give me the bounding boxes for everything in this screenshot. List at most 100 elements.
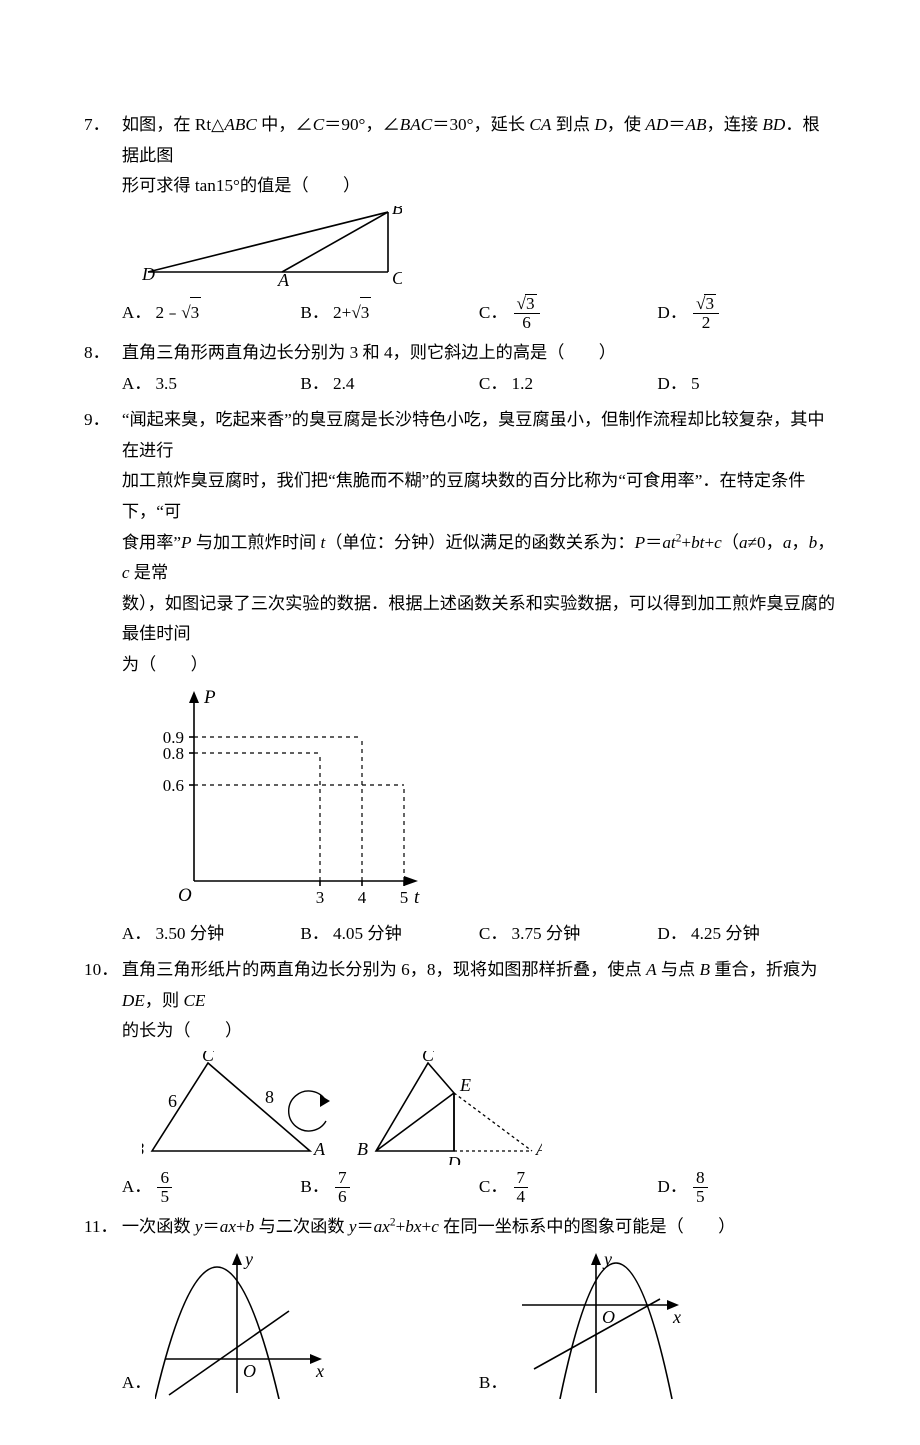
q11-a2: a (374, 1217, 383, 1236)
q11-eq1: ＝ (203, 1217, 220, 1236)
q9-P: P (181, 533, 192, 552)
svg-text:D: D (142, 264, 155, 284)
svg-text:0.9: 0.9 (163, 728, 184, 747)
q7-b-label: B． (300, 298, 329, 329)
q7-c: C (313, 115, 324, 134)
q11-x2: x (382, 1217, 390, 1236)
q11-bl: B． (479, 1368, 508, 1399)
fraction: 74 (514, 1169, 529, 1206)
q7-number: 7． (84, 110, 122, 332)
q11-p1: + (236, 1217, 246, 1236)
q9-choice-c: C．3.75 分钟 (479, 919, 658, 950)
q10-t2: 与点 (657, 960, 700, 979)
q7-d-label: D． (657, 298, 687, 329)
q11-b1: b (246, 1217, 255, 1236)
q9-m2: （单位：分钟）近似满足的函数关系为： (325, 533, 634, 552)
q10-cd: 4 (514, 1187, 529, 1206)
q7-diagram: DACB (142, 206, 402, 290)
svg-text:C: C (392, 268, 402, 288)
svg-text:E: E (459, 1075, 471, 1095)
q10-t3: 重合，折痕为 (710, 960, 817, 979)
q9-eq1: ＝ (645, 533, 662, 552)
q9-cl: C． (479, 919, 508, 950)
q8-choice-d: D．5 (657, 369, 836, 400)
svg-text:y: y (243, 1249, 253, 1269)
q9-a: a (662, 533, 671, 552)
q8-c-l: C． (479, 369, 508, 400)
q7-c-den: 6 (514, 313, 540, 332)
q9-eqp: P (635, 533, 646, 552)
sqrt-icon: √3 (181, 297, 201, 329)
q7-ca: CA (529, 115, 551, 134)
q11-al: A． (122, 1368, 152, 1399)
q8-choices: A．3.5 B．2.4 C．1.2 D．5 (122, 369, 836, 400)
q9-p1: + (681, 533, 691, 552)
svg-text:B: B (357, 1139, 368, 1159)
q9-a2: a (739, 533, 748, 552)
q10-t4: ，则 (145, 991, 184, 1010)
q9-tail: 是常 (129, 563, 168, 582)
fraction: 85 (693, 1169, 708, 1206)
fraction: √3 6 (514, 294, 540, 332)
svg-text:x: x (672, 1307, 681, 1327)
q7-t7: ＝ (668, 115, 685, 134)
q9-bb: b (809, 533, 818, 552)
q7-choice-b: B． 2+ √3 (300, 294, 479, 332)
q9-c1: ， (791, 533, 808, 552)
q7-t4: ＝30°，延长 (432, 115, 529, 134)
q8-b-l: B． (300, 369, 329, 400)
q10-an: 6 (157, 1169, 172, 1187)
q11-body: 一次函数 y＝ax+b 与二次函数 y＝ax2+bx+c 在同一坐标系中的图象可… (122, 1212, 836, 1399)
q10-body: 直角三角形纸片的两直角边长分别为 6，8，现将如图那样折叠，使点 A 与点 B … (122, 955, 836, 1206)
q9-bv: 4.05 分钟 (333, 919, 402, 950)
q11-eq2: ＝ (356, 1217, 373, 1236)
q9-choice-b: B．4.05 分钟 (300, 919, 479, 950)
q7-figure: DACB (142, 206, 836, 290)
q10-dd: 5 (693, 1187, 708, 1206)
q9-p2: + (704, 533, 714, 552)
q7-t1: 如图，在 Rt△ (122, 115, 225, 134)
svg-text:B: B (142, 1139, 144, 1159)
q7-t6: ，使 (607, 115, 646, 134)
q7-b-sqrt: 3 (360, 297, 372, 329)
svg-text:C: C (202, 1051, 215, 1065)
svg-text:6: 6 (168, 1091, 177, 1111)
svg-text:A: A (313, 1139, 326, 1159)
q10-choice-b: B．76 (300, 1169, 479, 1206)
q11-graph-b: xyO (512, 1249, 687, 1399)
question-7: 7． 如图，在 Rt△ABC 中，∠C＝90°，∠BAC＝30°，延长 CA 到… (84, 110, 836, 332)
q11-p2: + (396, 1217, 406, 1236)
q7-ad: AD (645, 115, 668, 134)
q10-DE: DE (122, 991, 145, 1010)
q10-l1: 直角三角形纸片的两直角边长分别为 6，8，现将如图那样折叠，使点 A 与点 B … (122, 955, 836, 1016)
q9-bl: B． (300, 919, 329, 950)
q10-diagram: BCA68BCEDA (142, 1051, 542, 1165)
q11-y1: y (195, 1217, 203, 1236)
q9-choice-a: A．3.50 分钟 (122, 919, 301, 950)
q11-l1: 一次函数 y＝ax+b 与二次函数 y＝ax2+bx+c 在同一坐标系中的图象可… (122, 1212, 836, 1243)
q7-abc: ABC (224, 115, 256, 134)
q11-t1: 一次函数 (122, 1217, 195, 1236)
svg-text:4: 4 (358, 888, 367, 907)
q8-d-v: 5 (691, 369, 700, 400)
q9-ne: ≠0， (748, 533, 783, 552)
q10-bl: B． (300, 1172, 329, 1203)
svg-text:A: A (277, 270, 290, 290)
question-9: 9． “闻起来臭，吃起来香”的臭豆腐是长沙特色小吃，臭豆腐虽小，但制作流程却比较… (84, 405, 836, 949)
q10-number: 10． (84, 955, 122, 1206)
q11-choice-b: B． xyO (479, 1249, 836, 1399)
q7-d-den: 2 (693, 313, 719, 332)
q8-choice-a: A．3.5 (122, 369, 301, 400)
q9-l4: 为（ ） (122, 650, 836, 681)
q9-c: c (714, 533, 722, 552)
q10-choice-a: A．65 (122, 1169, 301, 1206)
svg-text:O: O (243, 1361, 256, 1381)
q8-body: 直角三角形两直角边长分别为 3 和 4，则它斜边上的高是（ ） A．3.5 B．… (122, 338, 836, 399)
q7-choices: A． 2﹣ √3 B． 2+ √3 C． √3 6 (122, 294, 836, 332)
q7-choice-d: D． √3 2 (657, 294, 836, 332)
q7-b-pre: 2+ (333, 298, 351, 329)
q7-c-num: 3 (525, 294, 537, 313)
q7-d: D (594, 115, 606, 134)
q7-a-label: A． (122, 298, 152, 329)
q9-l2b: 食用率”P 与加工煎炸时间 t（单位：分钟）近似满足的函数关系为：P＝at2+b… (122, 528, 836, 589)
